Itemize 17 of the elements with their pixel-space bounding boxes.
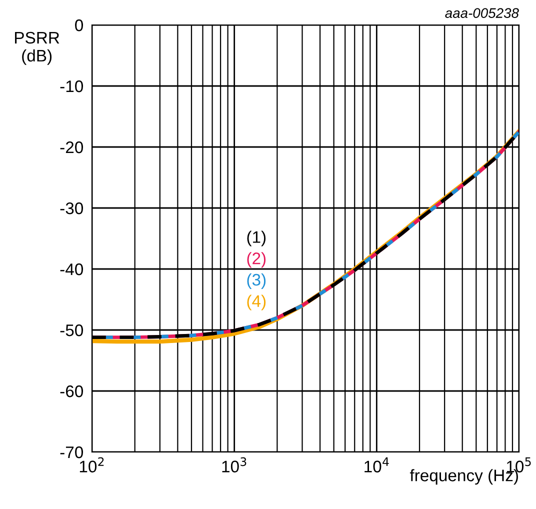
- y-tick-label: -40: [60, 263, 84, 276]
- y-tick-label: -70: [60, 446, 84, 458]
- x-tick-label: 10$^{3}$: [222, 457, 246, 472]
- y-tick-label: -60: [60, 385, 84, 398]
- series-label: (3): [247, 273, 266, 289]
- text: (2): [247, 252, 266, 268]
- x-tick-label: 10$^{2}$: [80, 457, 104, 472]
- y-tick-label: 0: [75, 19, 84, 32]
- x-tick-label: 10$^{4}$: [364, 457, 389, 472]
- y-tick-label: -20: [60, 141, 84, 154]
- y-tick-label: -10: [60, 80, 84, 92]
- y-axis-title: PSRR (dB): [15, 32, 60, 65]
- y-tick-label: -50: [60, 324, 84, 336]
- y-tick-label: -30: [60, 202, 84, 214]
- series-label: (4): [247, 294, 266, 310]
- text: (1): [247, 230, 266, 246]
- text: aaa-005238: [445, 8, 519, 18]
